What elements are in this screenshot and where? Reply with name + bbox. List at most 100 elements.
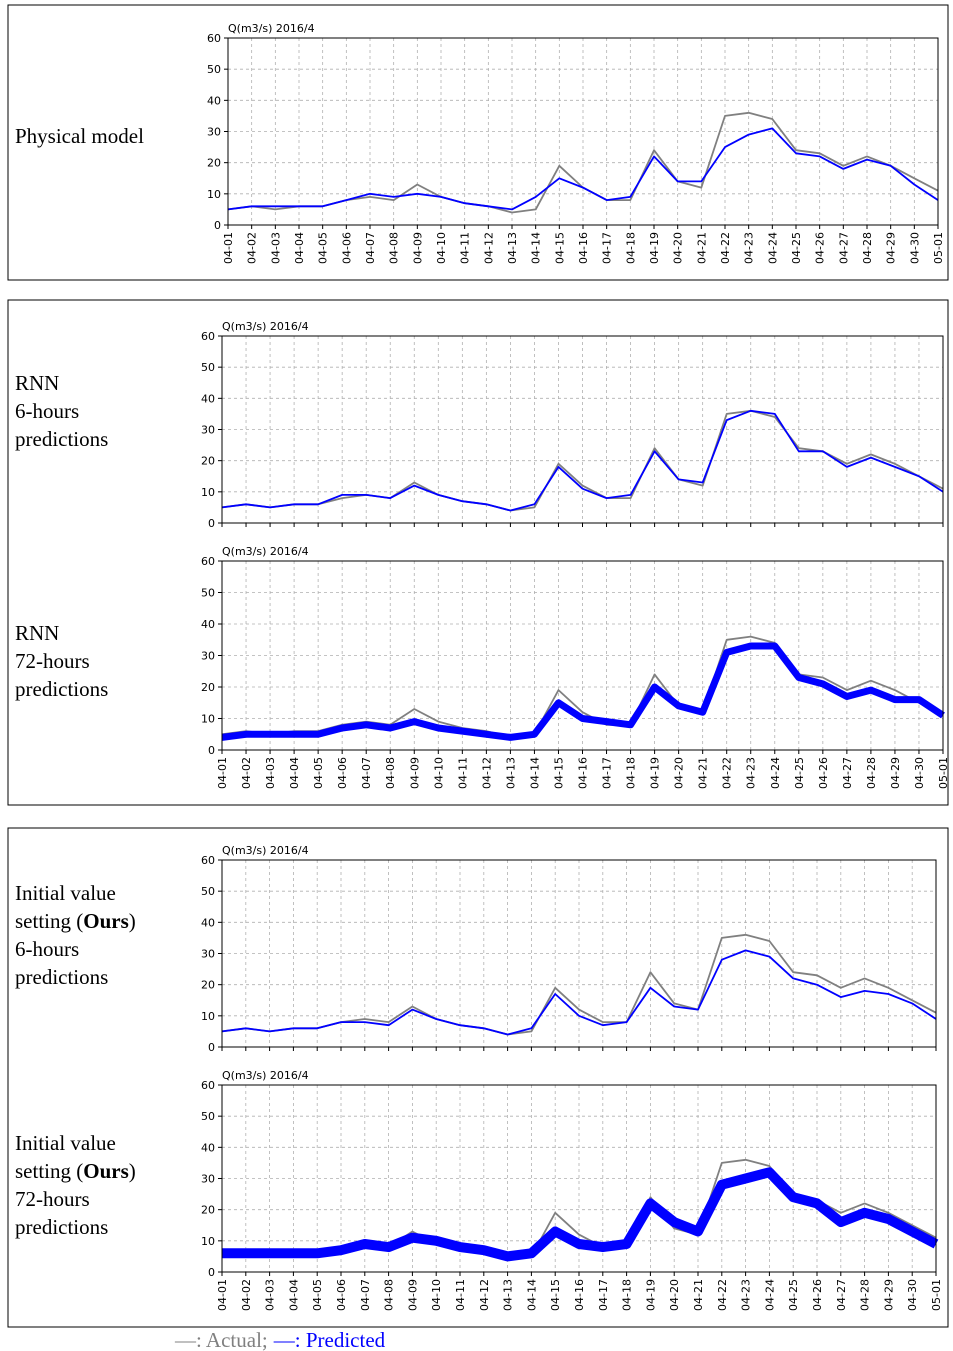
- y-tick-label: 40: [201, 392, 215, 405]
- y-tick-label: 0: [208, 1266, 215, 1279]
- row-label-part: Initial value: [15, 881, 116, 905]
- x-tick-label: 04-29: [882, 1279, 895, 1311]
- x-tick-label: 04-26: [814, 232, 827, 264]
- x-tick-label: 04-30: [913, 757, 926, 789]
- row-label-part: setting (: [15, 1159, 83, 1183]
- row-label-part: predictions: [15, 427, 108, 451]
- x-tick-label: 04-12: [478, 1279, 491, 1311]
- row-label-part: predictions: [15, 677, 108, 701]
- y-tick-label: 30: [201, 948, 215, 961]
- x-tick-label: 04-15: [549, 1279, 562, 1311]
- x-tick-label: 04-23: [745, 757, 758, 789]
- row-label: 72-hours: [15, 649, 90, 673]
- x-tick-label: 04-17: [601, 757, 614, 789]
- x-tick-label: 04-06: [335, 1279, 348, 1311]
- series-line: [221, 642, 945, 741]
- x-tick-label: 04-09: [408, 757, 421, 789]
- y-tick-label: 40: [201, 916, 215, 929]
- y-tick-label: 60: [201, 555, 215, 568]
- x-tick-label: 04-19: [649, 757, 662, 789]
- plot-frame: [221, 859, 937, 1048]
- x-tick-label: 04-11: [454, 1279, 467, 1311]
- x-tick-label: 04-05: [317, 232, 330, 264]
- plot-frame: [221, 1084, 937, 1273]
- panel-box: [7, 827, 949, 1328]
- y-tick-label: 0: [208, 744, 215, 757]
- row-label-part: Initial value: [15, 1131, 116, 1155]
- x-tick-label: 04-17: [597, 1279, 610, 1311]
- row-label-part: RNN: [15, 371, 59, 395]
- y-tick-label: 60: [207, 32, 221, 45]
- x-tick-label: 04-14: [528, 757, 541, 789]
- row-label-part: 72-hours: [15, 1187, 90, 1211]
- x-tick-label: 04-13: [504, 757, 517, 789]
- plot-frame: [221, 560, 944, 751]
- x-tick-label: 04-15: [552, 757, 565, 789]
- x-tick-label: 04-22: [721, 757, 734, 789]
- x-tick-label: 04-09: [406, 1279, 419, 1311]
- row-label: predictions: [15, 677, 108, 701]
- row-label: 6-hours: [15, 399, 79, 423]
- x-tick-label: 04-08: [383, 1279, 396, 1311]
- x-tick-label: 04-13: [506, 232, 519, 264]
- x-tick-label: 04-29: [889, 757, 902, 789]
- legend-entry: —: Predicted: [273, 1328, 386, 1351]
- chart-title: Q(m3/s) 2016/4: [222, 320, 309, 333]
- legend: —: Actual; —: Predicted: [174, 1328, 386, 1351]
- x-tick-label: 04-15: [553, 232, 566, 264]
- chart-title: Q(m3/s) 2016/4: [222, 545, 309, 558]
- x-tick-label: 04-03: [269, 232, 282, 264]
- x-tick-label: 04-28: [859, 1279, 872, 1311]
- y-tick-label: 50: [201, 361, 215, 374]
- x-tick-label: 04-23: [740, 1279, 753, 1311]
- row-label-part: Physical model: [15, 124, 144, 148]
- x-tick-label: 05-01: [937, 757, 950, 789]
- x-tick-label: 04-16: [577, 232, 590, 264]
- x-tick-label: 04-25: [787, 1279, 800, 1311]
- x-tick-label: 04-06: [336, 757, 349, 789]
- y-tick-label: 50: [201, 587, 215, 600]
- row-label: setting (Ours): [15, 909, 136, 933]
- row-label-part: Ours: [83, 1159, 129, 1183]
- x-tick-label: 04-20: [668, 1279, 681, 1311]
- x-tick-label: 04-18: [624, 232, 637, 264]
- y-tick-label: 10: [207, 188, 221, 201]
- row-label: setting (Ours): [15, 1159, 136, 1183]
- series-line: [221, 409, 944, 512]
- chart-title: Q(m3/s) 2016/4: [222, 1069, 309, 1082]
- y-tick-label: 10: [201, 1010, 215, 1023]
- x-tick-label: 04-05: [311, 1279, 324, 1311]
- x-tick-label: 04-04: [293, 232, 306, 264]
- y-tick-label: 60: [201, 330, 215, 343]
- x-tick-label: 04-03: [264, 757, 277, 789]
- y-tick-label: 50: [207, 63, 221, 76]
- x-tick-label: 04-01: [216, 757, 229, 789]
- chart-title: Q(m3/s) 2016/4: [222, 844, 309, 857]
- plot-frame: [227, 37, 939, 226]
- x-tick-label: 04-24: [766, 232, 779, 264]
- panel-box: [7, 299, 949, 806]
- row-label: Initial value: [15, 1131, 116, 1155]
- x-tick-label: 04-10: [432, 757, 445, 789]
- y-tick-label: 30: [201, 1173, 215, 1186]
- x-tick-label: 04-12: [482, 232, 495, 264]
- x-tick-label: 04-24: [769, 757, 782, 789]
- row-label-part: 6-hours: [15, 399, 79, 423]
- x-tick-label: 04-25: [790, 232, 803, 264]
- y-tick-label: 60: [201, 1079, 215, 1092]
- x-tick-label: 04-12: [480, 757, 493, 789]
- row-label: predictions: [15, 1215, 108, 1239]
- x-tick-label: 04-07: [364, 232, 377, 264]
- x-tick-label: 04-18: [625, 757, 638, 789]
- y-tick-label: 30: [201, 424, 215, 437]
- series-line: [221, 949, 937, 1036]
- x-tick-label: 04-27: [841, 757, 854, 789]
- x-tick-label: 04-01: [222, 232, 235, 264]
- row-label-part: Ours: [83, 909, 129, 933]
- y-tick-label: 50: [201, 885, 215, 898]
- x-tick-label: 04-27: [835, 1279, 848, 1311]
- x-tick-label: 04-09: [411, 232, 424, 264]
- x-tick-label: 04-21: [697, 757, 710, 789]
- row-label-part: predictions: [15, 965, 108, 989]
